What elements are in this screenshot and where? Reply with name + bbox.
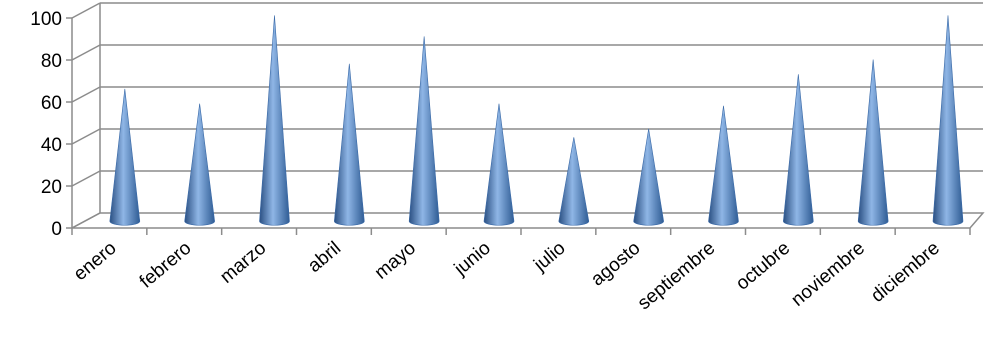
cone-junio xyxy=(483,103,515,226)
cone-julio xyxy=(558,137,590,226)
cone-body xyxy=(184,103,215,226)
x-tick-label: enero xyxy=(70,238,121,285)
cone-body xyxy=(633,128,664,226)
gridline-wall-20 xyxy=(71,170,101,187)
y-tick-label: 80 xyxy=(41,51,62,72)
cone-enero xyxy=(109,88,141,226)
x-tick-label: julio xyxy=(529,238,569,276)
x-tick-label: febrero xyxy=(136,238,196,293)
cone-body xyxy=(932,15,964,226)
cone-body xyxy=(408,36,440,226)
cone-abril xyxy=(334,63,365,226)
cone-agosto xyxy=(633,128,664,226)
cone-body xyxy=(857,59,889,226)
y-tick-labels: 0 20 40 60 80 100 xyxy=(30,9,62,240)
x-tick-labels: enero febrero marzo abril mayo junio julio agos… xyxy=(70,238,944,315)
x-tick-label: octubre xyxy=(732,238,794,295)
cone-noviembre xyxy=(857,59,889,226)
x-tick-label: diciembre xyxy=(867,238,944,307)
gridline-wall-40 xyxy=(71,128,101,145)
x-tick-label: mayo xyxy=(371,238,420,284)
grid xyxy=(71,2,983,229)
y-tick-label: 20 xyxy=(41,177,62,198)
axes xyxy=(66,3,985,235)
cone-febrero xyxy=(184,103,215,226)
cone-body xyxy=(259,15,290,226)
cone-body xyxy=(334,63,365,226)
cone-septiembre xyxy=(708,105,739,226)
y-tick-label: 100 xyxy=(30,9,62,30)
gridline-wall-60 xyxy=(71,86,101,103)
cone-body xyxy=(109,88,141,226)
cone-diciembre xyxy=(932,15,964,226)
y-tick-label: 0 xyxy=(51,219,62,240)
cone-marzo xyxy=(259,15,290,226)
x-tick-label: noviembre xyxy=(788,238,869,311)
cone-body xyxy=(558,137,590,226)
x-tick-label: junio xyxy=(450,238,495,281)
gridline-wall-80 xyxy=(71,44,101,61)
cone-body xyxy=(783,74,814,226)
x-tick-label: septiembre xyxy=(634,238,720,315)
y-tick-label: 60 xyxy=(41,93,62,114)
x-tick-label: marzo xyxy=(216,238,270,288)
y-tick-label: 40 xyxy=(41,135,62,156)
cones xyxy=(109,15,964,226)
cone-body xyxy=(483,103,515,226)
gridline-wall-100 xyxy=(71,2,101,19)
cone-mayo xyxy=(408,36,440,226)
cone-body xyxy=(708,105,739,226)
x-tick-label: agosto xyxy=(587,238,644,291)
cone-octubre xyxy=(783,74,814,226)
x-tick-label: abril xyxy=(304,238,345,277)
